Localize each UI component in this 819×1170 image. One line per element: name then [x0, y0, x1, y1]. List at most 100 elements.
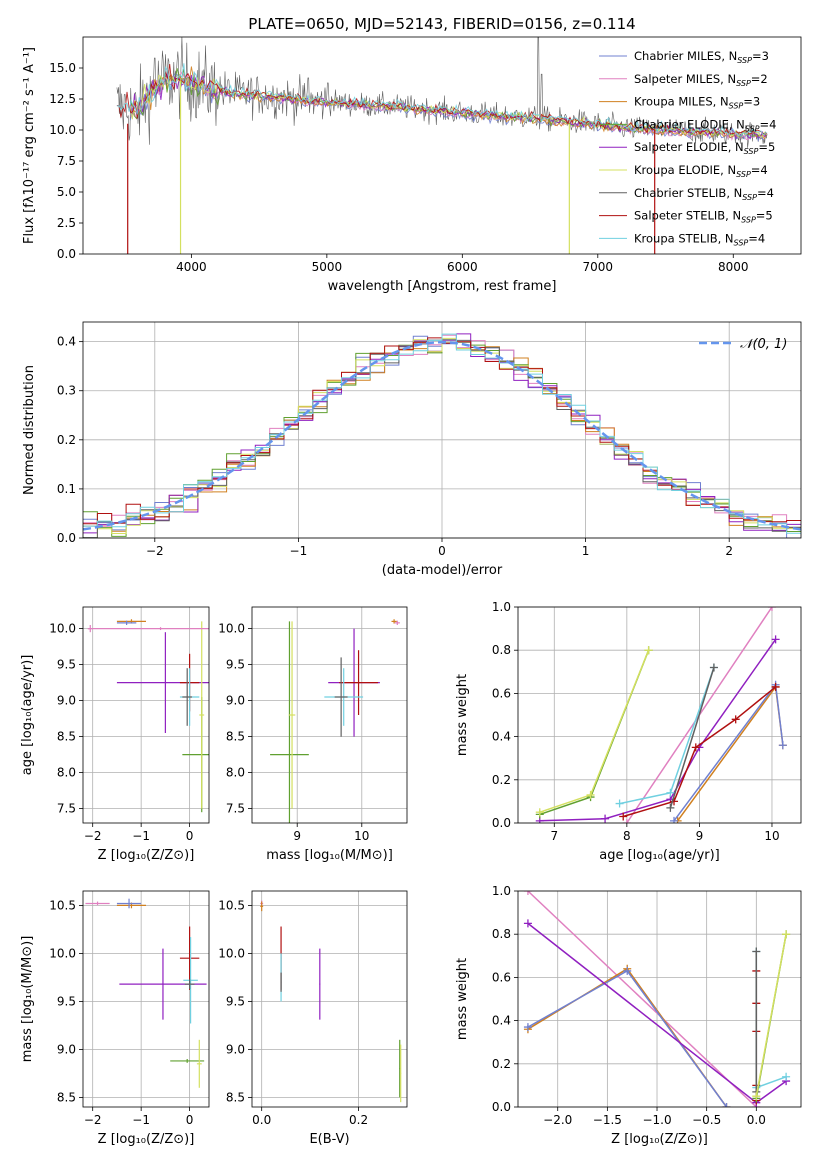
- y-tick-label: 10.0: [49, 622, 76, 636]
- y-tick-label: 0.0: [492, 1100, 511, 1114]
- massweight_vs_Z-series: [523, 891, 791, 1107]
- residuals-panel: −2 −1 0 1 2 0.0 0.1 0.2 0.3 0.4 (data-model)/error…: [22, 321, 802, 578]
- legend-label-kroupa_miles: Kroupa MILES, NSSP=3: [634, 95, 760, 111]
- x-axis-label: E(B-V): [309, 1132, 349, 1147]
- x-axis-label: wavelength [Angstrom, rest frame]: [328, 279, 557, 294]
- mass_vs_ebv-points: [260, 900, 402, 1103]
- axes-frame: [82, 890, 210, 1108]
- x-axis-label: Z [log₁₀(Z/Z⊙)]: [98, 848, 195, 863]
- marker-kroupa_stelib: [782, 1072, 791, 1081]
- legend-label-kroupa_stelib: Kroupa STELIB, NSSP=4: [634, 231, 765, 247]
- marker-salpeter_stelib: [619, 812, 628, 821]
- spectrum-title: PLATE=0650, MJD=52143, FIBERID=0156, z=0…: [248, 15, 635, 33]
- x-tick-label: 4000: [176, 260, 207, 274]
- x-tick-label: −2.0: [543, 1113, 572, 1127]
- series-chabrier_stelib: [669, 667, 715, 809]
- x-tick-label: −1: [290, 544, 308, 558]
- x-axis-label: Z [log₁₀(Z/Z⊙)]: [98, 1132, 195, 1147]
- legend-label-salpeter_stelib: Salpeter STELIB, NSSP=5: [634, 209, 773, 225]
- y-tick-label: 15.0: [49, 61, 76, 75]
- y-tick-label: 0.2: [492, 1057, 511, 1071]
- y-tick-label: 1.0: [492, 600, 511, 614]
- y-axis-label: mass [log₁₀(M/M⊙)]: [20, 936, 35, 1063]
- y-tick-label: 0.8: [492, 927, 511, 941]
- y-tick-label: 7.5: [226, 802, 245, 816]
- y-tick-label: 10.0: [218, 946, 245, 960]
- y-tick-label: 0.0: [492, 816, 511, 830]
- marker-salpeter_miles: [767, 607, 776, 611]
- spectrum-legend: Chabrier MILES, NSSP=3 Salpeter MILES, NS…: [599, 49, 776, 247]
- y-tick-label: 0.4: [57, 335, 76, 349]
- x-tick-label: 5000: [312, 260, 343, 274]
- marker-salpeter_elodie: [601, 814, 610, 823]
- x-axis-label: mass [log₁₀(M/M⊙)]: [266, 848, 393, 863]
- y-axis-label: Normed distribution: [22, 365, 37, 495]
- y-tick-label: 0.0: [57, 531, 76, 545]
- histogram-kroupa_elodie: [83, 337, 801, 538]
- x-tick-label: 0.0: [252, 1113, 271, 1127]
- y-tick-label: 8.5: [57, 730, 76, 744]
- marker-salpeter_stelib: [691, 743, 700, 752]
- y-tick-label: 9.0: [226, 694, 245, 708]
- marker-salpeter_miles: [523, 891, 532, 895]
- age_vs_Z-points: [87, 619, 209, 813]
- marker-kroupa_elodie: [782, 930, 791, 939]
- x-axis-label: (data-model)/error: [382, 563, 503, 578]
- legend-label-chabrier_miles: Chabrier MILES, NSSP=3: [634, 49, 769, 65]
- x-tick-label: 7: [550, 829, 558, 843]
- y-tick-label: 1.0: [492, 884, 511, 898]
- x-tick-label: −2: [84, 829, 102, 843]
- gaussian-legend-label: 𝒩(0, 1): [740, 337, 787, 352]
- x-tick-label: −1: [132, 1113, 150, 1127]
- age_vs_Z-panel: −2 −1 0 7.5 8.0 8.5 9.0 9.5 10.0 Z [log₁₀(Z/Z⊙)] a…: [20, 606, 210, 863]
- marker-chabrier_miles: [722, 1103, 731, 1107]
- marker-chabrier_miles: [670, 816, 679, 823]
- y-tick-label: 9.0: [226, 1042, 245, 1056]
- y-tick-label: 8.0: [57, 766, 76, 780]
- y-tick-label: 2.5: [57, 216, 76, 230]
- x-tick-label: −2: [84, 1113, 102, 1127]
- x-tick-label: 10: [764, 829, 779, 843]
- y-axis-label: Flux [fλ10⁻¹⁷ erg cm⁻² s⁻¹ A⁻¹]: [22, 47, 37, 244]
- marker-chabrier_miles: [523, 1023, 532, 1032]
- y-tick-label: 8.5: [226, 1090, 245, 1104]
- mass_vs_Z-points: [85, 898, 207, 1088]
- spectrum-panel: 4000 5000 6000 7000 8000 0.0 2.5 5.0 7.5 10.0 12.5…: [22, 15, 802, 294]
- model-salpeter_miles-line: [130, 71, 767, 142]
- marker-chabrier_stelib: [666, 803, 675, 812]
- x-tick-label: 8: [623, 829, 631, 843]
- age_vs_mass-panel: 9 10 7.5 8.0 8.5 9.0 9.5 10.0 mass [log₁₀(M/M⊙)]: [218, 606, 408, 863]
- marker-kroupa_elodie: [644, 646, 653, 655]
- axes-frame: [517, 890, 802, 1108]
- mass_vs_Z-panel: −2 −1 0 8.5 9.0 9.5 10.0 10.5 Z [log₁₀(Z/Z⊙)] mas…: [20, 890, 210, 1147]
- marker-kroupa_elodie: [586, 790, 595, 799]
- axes-frame: [251, 606, 408, 824]
- x-tick-label: 0: [438, 544, 446, 558]
- model-kroupa_stelib-line: [116, 63, 768, 137]
- y-tick-label: 5.0: [57, 185, 76, 199]
- legend-label-salpeter_elodie: Salpeter ELODIE, NSSP=5: [634, 140, 775, 156]
- marker-chabrier_stelib: [752, 947, 761, 956]
- y-tick-label: 9.0: [57, 1042, 76, 1056]
- axes-frame: [251, 890, 408, 1108]
- x-tick-label: 0.2: [349, 1113, 368, 1127]
- marker-chabrier_stelib: [709, 663, 718, 672]
- y-tick-label: 10.0: [49, 123, 76, 137]
- x-tick-label: 1: [582, 544, 590, 558]
- x-axis-label: Z [log₁₀(Z/Z⊙)]: [611, 1132, 708, 1147]
- y-tick-label: 0.6: [492, 970, 511, 984]
- x-tick-label: −1.5: [593, 1113, 622, 1127]
- y-tick-label: 7.5: [57, 802, 76, 816]
- y-tick-label: 9.5: [226, 658, 245, 672]
- y-tick-label: 0.2: [492, 773, 511, 787]
- marker-chabrier_miles: [778, 741, 787, 750]
- x-tick-label: 0: [186, 1113, 194, 1127]
- legend-label-salpeter_miles: Salpeter MILES, NSSP=2: [634, 72, 768, 88]
- marker-kroupa_stelib: [666, 788, 675, 797]
- residual-histograms: [83, 333, 801, 538]
- y-tick-label: 9.0: [57, 694, 76, 708]
- x-tick-label: −1: [132, 829, 150, 843]
- x-tick-label: 9: [293, 829, 301, 843]
- marker-salpeter_elodie: [771, 635, 780, 644]
